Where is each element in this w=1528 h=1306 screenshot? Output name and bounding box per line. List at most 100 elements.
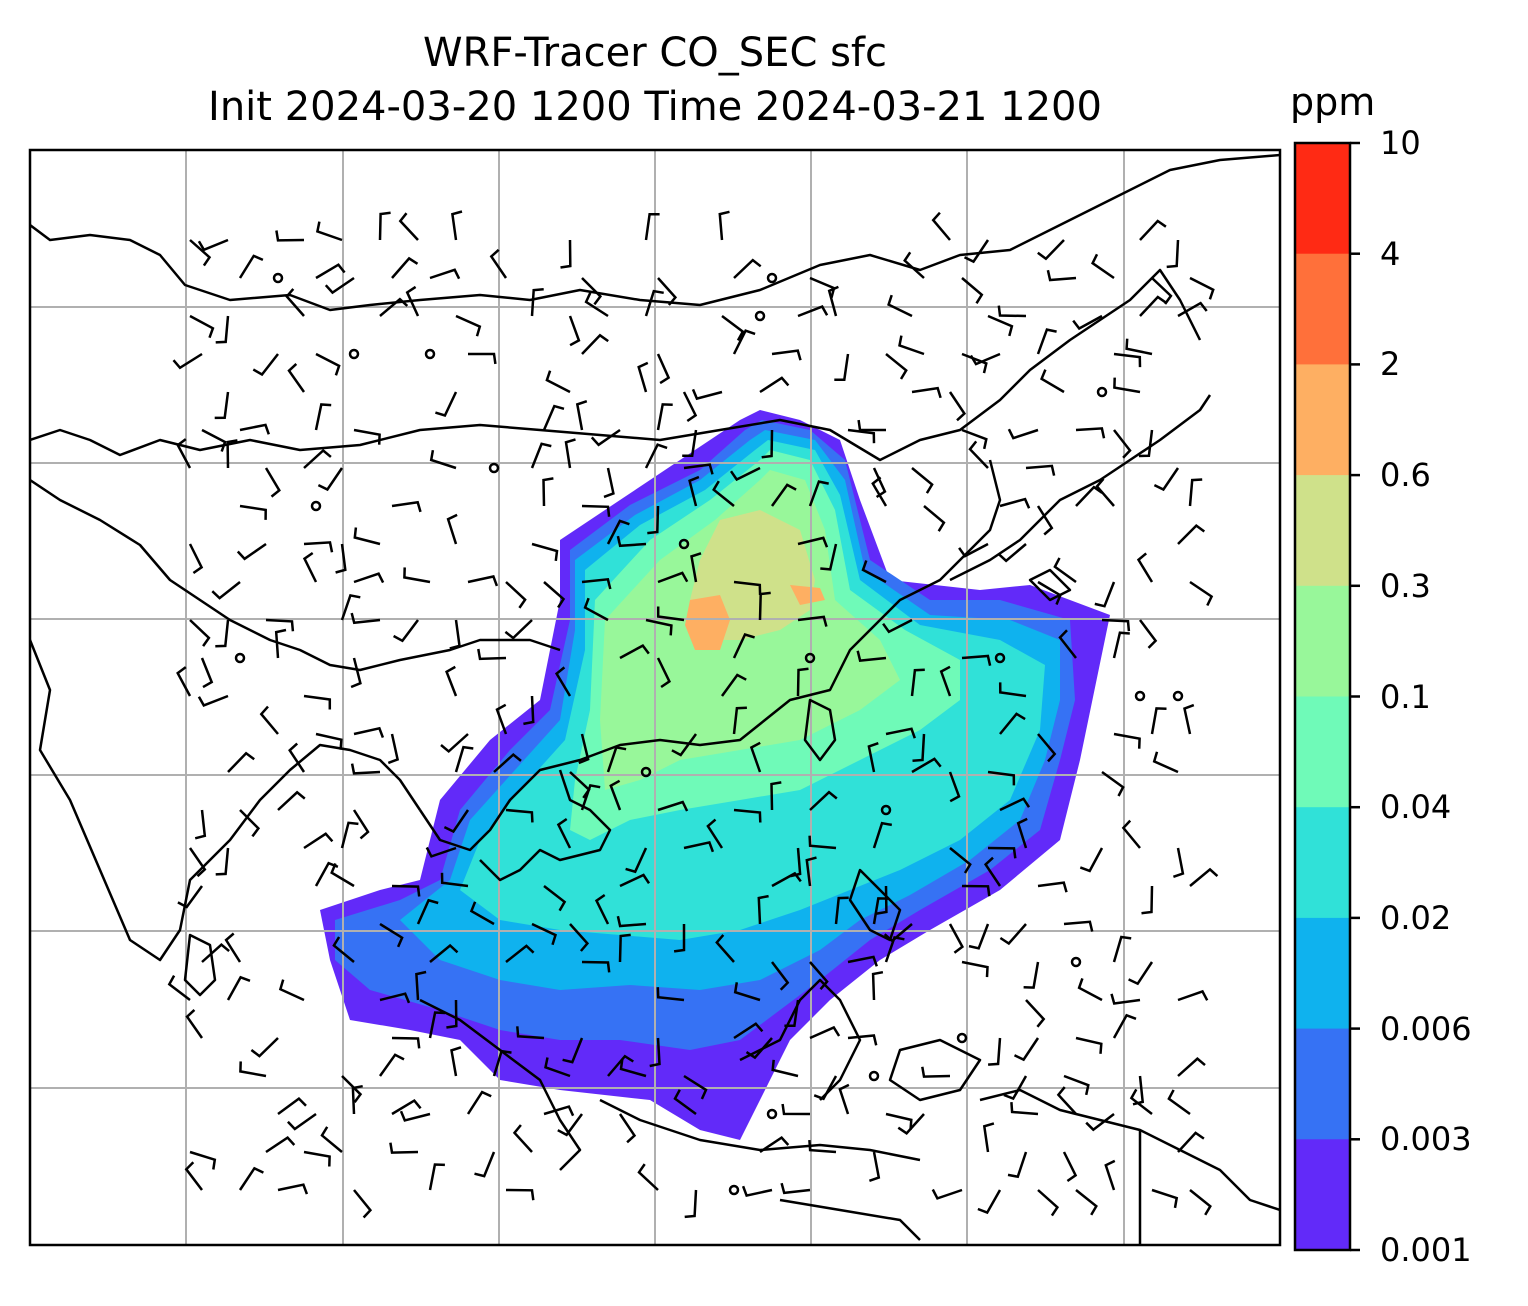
chart-title-line2: Init 2024-03-20 1200 Time 2024-03-21 120… [208, 84, 1102, 130]
wind-barb [1152, 751, 1179, 774]
wind-barb [391, 500, 422, 513]
calm-wind-marker [1172, 690, 1184, 702]
colorbar-segment [1295, 1028, 1350, 1140]
wind-barb [214, 391, 230, 420]
wind-barb [1063, 920, 1094, 932]
wind-barb [1151, 277, 1173, 305]
wind-barb [184, 1161, 203, 1191]
colorbar-segment [1295, 585, 1350, 697]
wind-barb [1025, 464, 1056, 476]
wind-barb [847, 955, 878, 967]
wind-barb [607, 1054, 634, 1077]
wind-barb [379, 992, 411, 1004]
wind-barb [505, 1188, 535, 1201]
wind-barb [809, 1025, 841, 1040]
wind-barb [188, 847, 207, 878]
gridlines [30, 150, 1280, 1245]
wind-barb [683, 1074, 708, 1100]
wind-barb [1003, 1075, 1028, 1101]
wind-barb [883, 923, 913, 943]
wind-barb [239, 504, 267, 520]
wind-barb [428, 1163, 445, 1191]
colorbar-tick-label: 0.003 [1380, 1120, 1472, 1159]
wind-barb [872, 821, 893, 849]
wind-barb [332, 936, 355, 963]
wind-barb [495, 703, 508, 735]
wind-barb [512, 1124, 533, 1153]
wind-barb [274, 628, 287, 659]
wind-barb [236, 542, 267, 561]
wind-barb [732, 329, 756, 355]
wind-barb [189, 1150, 217, 1170]
wind-barb [1016, 817, 1028, 849]
wind-barb [562, 1037, 584, 1064]
wind-barb [287, 362, 306, 393]
wind-barb [644, 443, 668, 469]
wind-barb [1075, 1189, 1098, 1216]
wind-barb [784, 999, 800, 1028]
wind-barb [454, 745, 474, 773]
wind-barb [303, 1150, 331, 1167]
wind-barb [239, 423, 270, 435]
wind-barb [466, 1090, 492, 1115]
wind-barb [813, 1075, 838, 1101]
wind-barb [1036, 328, 1057, 355]
wind-barb [797, 536, 829, 548]
wind-barb [265, 1135, 296, 1154]
wind-barb [949, 847, 972, 874]
colorbar-segment [1295, 1139, 1350, 1251]
calm-wind-marker [640, 766, 652, 778]
wind-barb [606, 519, 630, 545]
wind-barb [450, 1046, 462, 1077]
wind-barb [578, 733, 590, 765]
wind-barb [706, 818, 724, 849]
wind-barb [1112, 631, 1130, 659]
wind-barb [682, 429, 698, 457]
wind-barb [1177, 1131, 1205, 1153]
wind-barb [1036, 505, 1054, 536]
wind-barb [987, 314, 1014, 337]
wind-barb [387, 733, 400, 765]
wind-barb [286, 1112, 317, 1131]
wind-barb [1177, 1057, 1206, 1077]
wind-barb [1166, 239, 1180, 269]
wind-barb [303, 832, 334, 850]
wind-barb [649, 1037, 661, 1068]
wind-barb [1132, 1075, 1145, 1106]
wind-barb [885, 727, 916, 739]
wind-barb [987, 770, 1016, 786]
wind-barb [239, 809, 261, 838]
wind-barb [1125, 338, 1153, 356]
wind-barb [353, 428, 381, 445]
colorbar-segment [1295, 143, 1350, 255]
colorbar [1293, 141, 1360, 1252]
wind-barb [440, 872, 469, 888]
wind-barb [838, 1083, 850, 1115]
calm-wind-marker [994, 652, 1006, 664]
wind-barb [489, 248, 508, 279]
wind-barb [808, 1140, 837, 1154]
wind-barb [569, 923, 590, 952]
wind-barb [1104, 1159, 1116, 1191]
wind-barb [1063, 1074, 1090, 1096]
wind-barb [616, 915, 647, 928]
wind-barb [446, 999, 458, 1029]
wind-barb [1075, 427, 1106, 439]
wind-barb [1189, 1189, 1212, 1216]
wind-barb [673, 1089, 697, 1116]
wind-barb [820, 543, 838, 571]
wind-barb [197, 238, 229, 252]
wind-barb [446, 513, 458, 545]
wind-barb [688, 475, 700, 507]
wind-barb [188, 543, 204, 575]
wind-barb [619, 1058, 647, 1078]
wind-barb [771, 349, 802, 361]
wind-barb [625, 847, 648, 874]
wind-barb [215, 847, 230, 876]
wind-barb [580, 783, 601, 811]
wind-barb [797, 615, 828, 627]
wind-barb [167, 974, 191, 1001]
wind-barb [603, 467, 615, 499]
wind-barb [780, 1182, 811, 1195]
wind-barb [1077, 977, 1103, 1002]
